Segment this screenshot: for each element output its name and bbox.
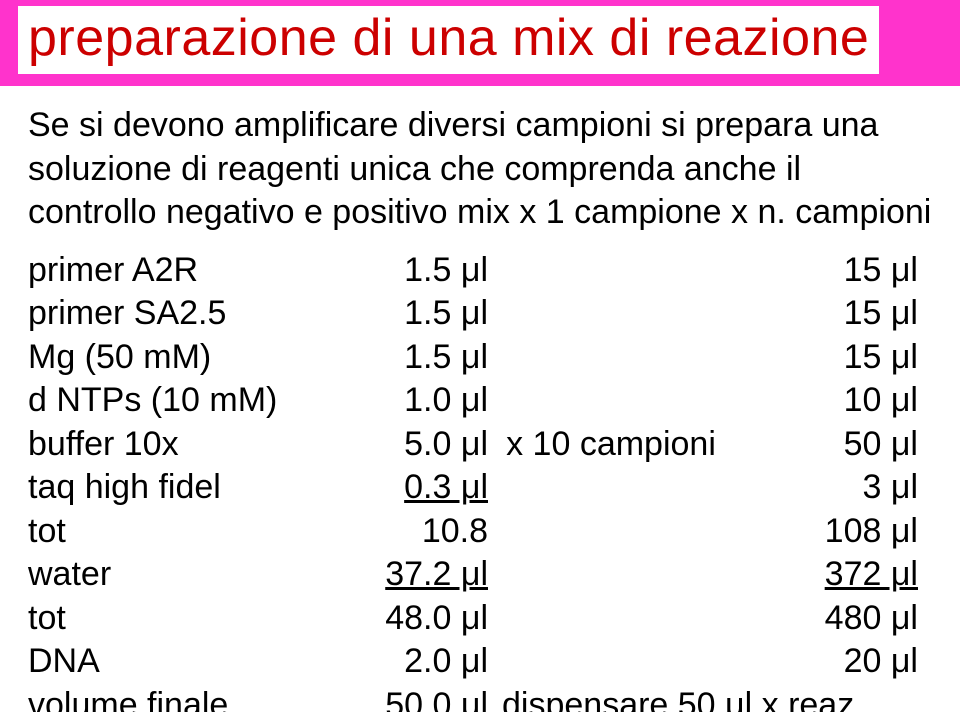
table-row: primer SA2.51.5 μl 15 μl xyxy=(28,292,932,336)
table-row: buffer 10x5.0 μlx 10 campioni50 μl xyxy=(28,423,932,467)
mix-table: primer A2R1.5 μl15 μlprimer SA2.51.5 μl1… xyxy=(28,249,932,712)
title-band: preparazione di una mix di reazione xyxy=(0,0,960,86)
row-label: primer A2R xyxy=(28,249,338,293)
row-mid xyxy=(496,553,726,597)
table-row: water37.2 μl 372 μl xyxy=(28,553,932,597)
row-mid: x 10 campioni xyxy=(496,423,726,467)
row-per-sample: 37.2 μl xyxy=(338,553,496,597)
row-mid xyxy=(496,597,726,641)
row-total: 10 μl xyxy=(726,379,932,423)
row-total: 372 μl xyxy=(726,553,932,597)
row-label: water xyxy=(28,553,338,597)
row-total: 15 μl xyxy=(726,336,932,380)
slide: preparazione di una mix di reazione Se s… xyxy=(0,0,960,712)
row-note: dispensare 50 μl x reaz. xyxy=(496,684,932,712)
row-label: taq high fidel xyxy=(28,466,338,510)
row-per-sample: 1.5 μl xyxy=(338,336,496,380)
row-per-sample: 1.5 μl xyxy=(338,292,496,336)
intro-text: Se si devono amplificare diversi campion… xyxy=(28,104,932,235)
row-per-sample: 2.0 μl xyxy=(338,640,496,684)
row-total: 15 μl xyxy=(726,292,932,336)
title-box: preparazione di una mix di reazione xyxy=(18,6,879,74)
row-total: 20 μl xyxy=(726,640,932,684)
row-mid xyxy=(496,510,726,554)
row-per-sample: 50.0 μl xyxy=(338,684,496,712)
row-per-sample: 0.3 μl xyxy=(338,466,496,510)
table-row-final: volume finale50.0 μldispensare 50 μl x r… xyxy=(28,684,932,712)
row-label: d NTPs (10 mM) xyxy=(28,379,338,423)
page-title: preparazione di una mix di reazione xyxy=(28,9,869,67)
row-per-sample: 48.0 μl xyxy=(338,597,496,641)
row-mid xyxy=(496,249,726,293)
row-per-sample: 10.8 xyxy=(338,510,496,554)
body: Se si devono amplificare diversi campion… xyxy=(0,86,960,712)
table-row: taq high fidel0.3 μl 3 μl xyxy=(28,466,932,510)
row-label: tot xyxy=(28,597,338,641)
table-row: DNA2.0 μl 20 μl xyxy=(28,640,932,684)
table-row: primer A2R1.5 μl 15 μl xyxy=(28,249,932,293)
row-mid xyxy=(496,336,726,380)
row-total: 480 μl xyxy=(726,597,932,641)
row-total: 3 μl xyxy=(726,466,932,510)
table-row: Mg (50 mM)1.5 μl 15 μl xyxy=(28,336,932,380)
row-mid xyxy=(496,292,726,336)
row-label: tot xyxy=(28,510,338,554)
row-total: 15 μl xyxy=(726,249,932,293)
row-mid xyxy=(496,640,726,684)
row-label: buffer 10x xyxy=(28,423,338,467)
table-row: tot48.0 μl 480 μl xyxy=(28,597,932,641)
row-per-sample: 5.0 μl xyxy=(338,423,496,467)
table-row: tot10.8 108 μl xyxy=(28,510,932,554)
row-mid xyxy=(496,379,726,423)
row-label: Mg (50 mM) xyxy=(28,336,338,380)
row-per-sample: 1.0 μl xyxy=(338,379,496,423)
row-label: volume finale xyxy=(28,684,338,712)
table-row: d NTPs (10 mM)1.0 μl 10 μl xyxy=(28,379,932,423)
row-per-sample: 1.5 μl xyxy=(338,249,496,293)
row-label: primer SA2.5 xyxy=(28,292,338,336)
row-mid xyxy=(496,466,726,510)
row-total: 108 μl xyxy=(726,510,932,554)
row-label: DNA xyxy=(28,640,338,684)
row-total: 50 μl xyxy=(726,423,932,467)
